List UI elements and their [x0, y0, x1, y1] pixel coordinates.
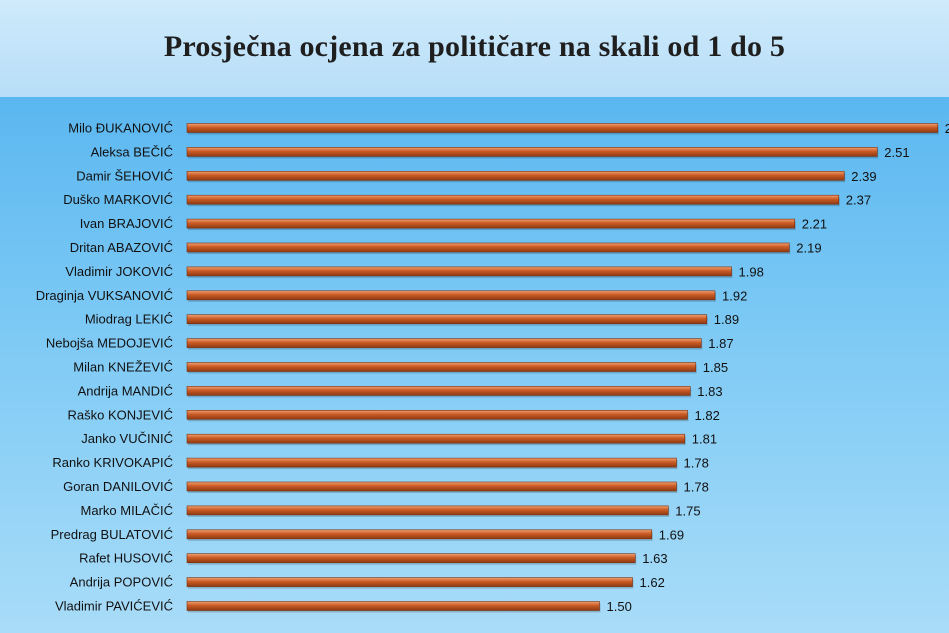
- bar: [186, 553, 636, 564]
- bars-group: [186, 123, 939, 613]
- bar: [186, 386, 691, 396]
- category-label: Marko MILAČIĆ: [81, 503, 173, 518]
- category-label: Aleksa BEČIĆ: [91, 144, 173, 159]
- value-label: 1.83: [697, 384, 722, 399]
- category-label: Damir ŠEHOVIĆ: [76, 168, 173, 183]
- bar: [186, 457, 677, 468]
- value-label: 1.82: [695, 408, 720, 423]
- value-label: 1.50: [607, 599, 632, 614]
- value-label: 1.75: [675, 503, 700, 518]
- bar: [186, 218, 796, 229]
- bar: [186, 314, 708, 325]
- category-labels: Milo ĐUKANOVIĆ Aleksa BEČIĆ Damir ŠEHOVIĆ D…: [36, 121, 173, 614]
- value-label: 1.87: [708, 336, 733, 351]
- value-label: 1.85: [703, 360, 728, 375]
- value-label: 1.63: [642, 551, 667, 566]
- value-label: 1.62: [640, 575, 665, 590]
- category-label: Dritan ABAZOVIĆ: [70, 240, 173, 255]
- bar: [186, 123, 939, 133]
- category-label: Vladimir JOKOVIĆ: [65, 264, 173, 279]
- bar: [186, 481, 677, 492]
- category-label: Andrija MANDIĆ: [78, 383, 173, 398]
- value-label: 1.81: [692, 432, 717, 447]
- value-label: 1.78: [684, 480, 709, 495]
- value-label: 2.39: [851, 169, 876, 184]
- bar: [186, 338, 702, 348]
- bar: [186, 433, 686, 444]
- value-labels: 2.73 2.51 2.39 2.37 2.21 2.19 1.98 1.92 1.89 1.87…: [607, 121, 949, 614]
- value-label: 2.51: [884, 145, 909, 160]
- value-label: 2.73: [945, 121, 949, 136]
- category-label: Raško KONJEVIĆ: [68, 407, 173, 422]
- category-label: Draginja VUKSANOVIĆ: [36, 288, 173, 303]
- category-label: Milan KNEŽEVIĆ: [73, 360, 173, 375]
- value-label: 2.19: [796, 241, 821, 256]
- value-label: 2.21: [802, 217, 827, 232]
- category-label: Predrag BULATOVIĆ: [51, 527, 173, 542]
- category-label: Ranko KRIVOKAPIĆ: [52, 455, 173, 470]
- bar: [186, 171, 845, 181]
- chart-title: Prosječna ocjena za političare na skali …: [163, 30, 786, 63]
- category-label: Rafet HUSOVIĆ: [79, 551, 173, 566]
- bar: [186, 362, 697, 372]
- value-label: 1.78: [684, 456, 709, 471]
- category-label: Ivan BRAJOVIĆ: [80, 216, 173, 231]
- bar: [186, 242, 790, 253]
- value-label: 2.37: [846, 193, 871, 208]
- bar: [186, 290, 716, 301]
- bar: [186, 266, 732, 277]
- category-label: Nebojša MEDOJEVIĆ: [46, 336, 173, 351]
- category-label: Janko VUČINIĆ: [81, 431, 173, 446]
- category-label: Andrija POPOVIĆ: [70, 575, 173, 590]
- value-label: 1.69: [659, 527, 684, 542]
- bar: [186, 147, 878, 157]
- category-label: Miodrag LEKIĆ: [85, 312, 173, 327]
- value-label: 1.98: [739, 264, 764, 279]
- bar: [186, 505, 669, 516]
- bar: [186, 577, 633, 587]
- value-label: 1.89: [714, 312, 739, 327]
- bar: [186, 529, 653, 540]
- bar: [186, 601, 600, 611]
- category-label: Duško MARKOVIĆ: [63, 192, 173, 207]
- title-band: [0, 0, 949, 97]
- category-label: Goran DANILOVIĆ: [63, 479, 173, 494]
- value-label: 1.92: [722, 288, 747, 303]
- category-label: Milo ĐUKANOVIĆ: [68, 121, 173, 136]
- bar: [186, 194, 840, 205]
- category-label: Vladimir PAVIĆEVIĆ: [55, 599, 173, 614]
- bar: [186, 409, 688, 420]
